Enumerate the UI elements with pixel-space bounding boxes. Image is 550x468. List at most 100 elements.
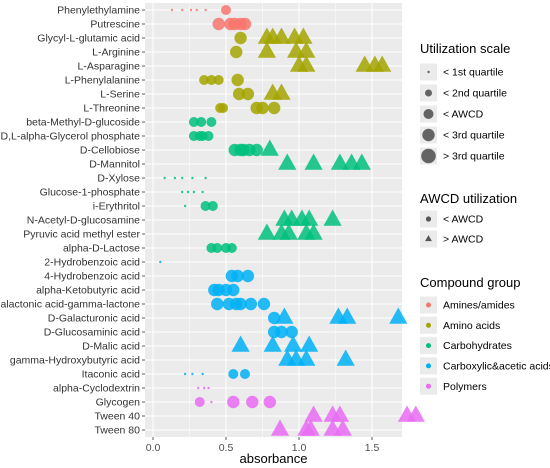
x-axis-label: absorbance: [240, 451, 308, 466]
point-tween-40-2: [330, 405, 349, 422]
y-tick-phenylethylamine: Phenylethylamine: [57, 5, 140, 17]
legend-color-key-amino-acids: [426, 322, 431, 328]
point-d-malic-acid-3: [300, 335, 319, 352]
y-tick-d-galacturonic-acid: D-Galacturonic acid: [48, 313, 140, 325]
point-l-phenylalanine-1: [206, 75, 217, 85]
point-beta-methyl-d-glucoside-2: [206, 117, 217, 127]
point-i-erythritol-2: [207, 201, 218, 211]
point-alpha-cyclodextrin-2: [207, 386, 210, 390]
legend-size-label-1: < 2nd quartile: [443, 88, 507, 100]
point-glycogen-4: [263, 395, 276, 409]
point-l-asparagine-4: [373, 55, 392, 72]
point-pyruvic-acid-methyl-ester-0: [257, 223, 276, 240]
point-phenylethylamine-1: [181, 8, 184, 12]
point-glycyl-l-glutamic-acid-3: [272, 27, 291, 44]
x-tick-label-2: 1.0: [292, 442, 307, 454]
point-tween-40-4: [406, 405, 425, 422]
point-4-hydrobenzoic-acid-2: [241, 269, 255, 283]
legends: Utilization scale < 1st quartile < 2nd qua…: [420, 41, 550, 395]
point-glucose-1-phosphate-3: [201, 190, 204, 194]
point-glycyl-l-glutamic-acid-5: [294, 27, 313, 44]
point-d-xylose-2: [181, 176, 184, 180]
point-itaconic-acid-2: [201, 372, 204, 376]
point-phenylethylamine-3: [195, 8, 198, 12]
point-l-serine-1: [241, 87, 255, 101]
legend-color-label-carbohydrates: Carbohydrates: [443, 340, 512, 352]
point-itaconic-acid-3: [228, 369, 239, 379]
y-tick-d-malic-acid: D-Malic acid: [82, 341, 140, 353]
point-d-mannitol-0: [278, 153, 297, 170]
y-tick-d-xylose: D-Xylose: [97, 173, 140, 185]
point-glucose-1-phosphate-1: [186, 190, 190, 194]
legend-size-label-0: < 1st quartile: [443, 67, 504, 79]
point-phenylethylamine-2: [189, 8, 193, 12]
point-l-serine-0: [232, 87, 246, 101]
y-tick-labels: Phenylethylamine Putrescine Glycyl-L-gluta…: [0, 5, 145, 437]
point-d-malic-acid-0: [231, 335, 250, 352]
point-alpha-d-lactose-3: [226, 243, 237, 253]
point-tween-80-2: [301, 419, 320, 436]
point-glycogen-3: [246, 395, 259, 409]
y-tick-glycyl-l-glutamic-acid: Glycyl-L-glutamic acid: [37, 33, 140, 45]
point-d-galacturonic-acid-3: [338, 307, 357, 324]
y-tick-2-hydrobenzoic-acid: 2-Hydrobenzoic acid: [44, 257, 140, 269]
legend-size-key-4: [421, 148, 436, 164]
legend-size-key-3: [422, 128, 435, 142]
point-d-glucosaminic-acid-1: [275, 325, 288, 339]
point-glucose-1-phosphate-2: [192, 190, 196, 194]
y-tick-tween-40: Tween 40: [94, 411, 140, 423]
legend-color-label-amino-acids: Amino acids: [443, 320, 500, 332]
legend-color-key-carbohydrates: [426, 343, 431, 349]
point-l-arginine-3: [297, 41, 316, 58]
point-gamma-hydroxybutyric-acid-3: [336, 349, 355, 366]
point-glycogen-0: [194, 397, 205, 407]
point-d-xylose-3: [191, 176, 194, 180]
legend-color-key-carboxylic-acetic-acids: [426, 363, 431, 369]
x-tick-label-0: 0.0: [146, 442, 161, 454]
legend-shape-label-0: < AWCD: [443, 214, 484, 226]
y-tick-d-mannitol: D-Mannitol: [89, 159, 140, 171]
legend-awcd-utilization-title: AWCD utilization: [420, 191, 517, 206]
point-l-asparagine-1: [297, 55, 316, 72]
point-d-glucosaminic-acid-2: [285, 325, 298, 339]
y-tick-d-cellobiose: D-Cellobiose: [80, 145, 140, 157]
legend-size-key-2: [423, 109, 434, 119]
y-tick-d-l-alpha-glycerol-phosphate: D,L-alpha-Glycerol phosphate: [1, 131, 141, 143]
point-beta-methyl-d-glucoside-1: [196, 117, 207, 127]
point-glucose-1-phosphate-0: [181, 190, 184, 194]
legend-compound-group-title: Compound group: [420, 275, 520, 290]
point-i-erythritol-1: [200, 201, 211, 211]
point-d-l-alpha-glycerol-phosphate-3: [203, 131, 214, 141]
point-d-cellobiose-4: [250, 143, 263, 157]
point-d-mannitol-4: [352, 153, 371, 170]
legend-size-label-2: < AWCD: [443, 109, 484, 121]
point-d-xylose-1: [173, 176, 177, 180]
data-points: [159, 5, 425, 436]
y-tick-gamma-hydroxybutyric-acid: gamma-Hydroxybutyric acid: [10, 355, 140, 367]
point-phenylethylamine-5: [221, 5, 231, 15]
y-tick-pyruvic-acid-methyl-ester: Pyruvic acid methyl ester: [23, 229, 140, 241]
point-itaconic-acid-0: [183, 372, 187, 376]
y-tick-i-erythritol: i-Erythritol: [93, 201, 140, 213]
point-l-phenylalanine-0: [199, 75, 210, 85]
point-2-hydrobenzoic-acid-0: [159, 260, 162, 264]
point-i-erythritol-0: [183, 204, 187, 208]
point-glycogen-2: [227, 395, 240, 409]
y-tick-l-asparagine: L-Asparagine: [78, 61, 141, 73]
point-phenylethylamine-0: [170, 8, 174, 12]
y-tick-alpha-cyclodextrin: alpha-Cyclodextrin: [53, 383, 140, 395]
point-glycogen-1: [210, 400, 213, 404]
point-putrescine-0: [212, 17, 225, 31]
point-alpha-ketobutyric-acid-3: [227, 283, 240, 297]
point-4-hydrobenzoic-acid-1: [231, 269, 244, 283]
legend-shape-key-triangle: [425, 235, 432, 242]
y-tick-d-glucosaminic-acid: D-Glucosaminic acid: [44, 327, 140, 339]
legend-size-label-3: < 3rd quartile: [443, 130, 505, 142]
legend-shape-label-1: > AWCD: [443, 234, 484, 246]
point-d-galactonic-acid-gamma-lactone-4: [244, 297, 258, 311]
y-tick-l-arginine: L-Arginine: [92, 47, 140, 59]
point-putrescine-4: [238, 17, 252, 31]
y-tick-tween-80: Tween 80: [94, 425, 140, 437]
y-tick-alpha-ketobutyric-acid: alpha-Ketobutyric acid: [36, 285, 140, 297]
point-alpha-d-lactose-1: [212, 243, 223, 253]
